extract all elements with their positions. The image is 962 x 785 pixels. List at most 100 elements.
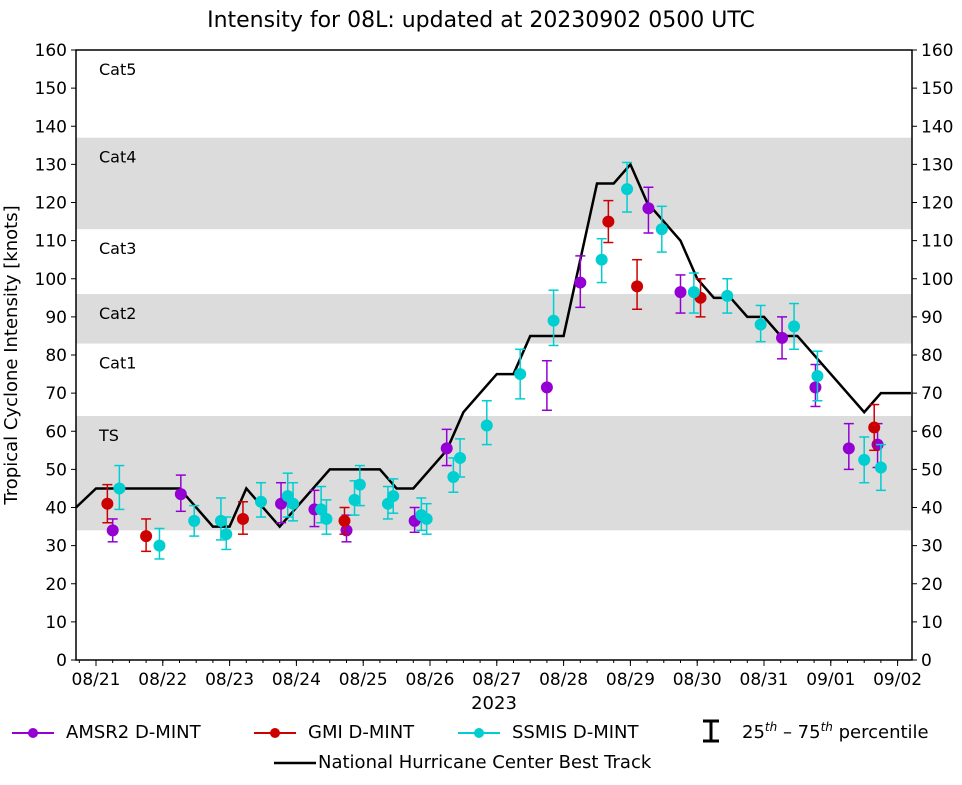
y-tick-label-left: 30 [45,537,67,557]
marker [655,223,668,236]
x-tick-label: 08/29 [606,670,655,690]
data-point-ssmis [287,481,300,522]
y-tick-label-right: 60 [921,422,943,442]
pct-th1: th [764,719,778,734]
marker [874,461,887,474]
data-point-ssmis [621,161,634,213]
y-tick-label-right: 140 [921,117,953,137]
legend-label-gmi: GMI D-MINT [308,722,415,743]
category-bands [76,137,912,531]
marker [842,442,855,455]
marker [811,369,824,382]
legend-marker-ssmis-icon [458,727,500,738]
y-tick-label-right: 120 [921,194,953,214]
marker [106,524,119,537]
marker [101,497,114,510]
y-tick-label-right: 30 [921,537,943,557]
y-tick-label-right: 40 [921,499,943,519]
marker [153,539,166,552]
x-tick-label: 08/22 [138,670,187,690]
y-tick-label-right: 160 [921,41,953,61]
legend-label-best-track: National Hurricane Center Best Track [318,752,652,773]
x-tick-label: 08/26 [406,670,455,690]
band-ts [76,416,912,531]
data-point-ssmis [595,237,608,284]
data-point-ssmis [858,436,871,484]
marker [353,478,366,491]
pct-25: 25 [742,721,765,743]
marker [220,528,233,541]
marker [602,215,615,228]
data-point-ssmis [788,302,801,351]
marker [348,493,361,506]
legend-marker-amsr2-icon [12,727,54,738]
marker [254,495,267,508]
y-tick-label-left: 110 [35,232,67,252]
data-point-ssmis [113,464,126,511]
legend-label-ssmis: SSMIS D-MINT [512,722,639,743]
marker [621,183,634,196]
marker [721,289,734,302]
x-tick-label: 08/25 [339,670,388,690]
marker [315,503,328,516]
y-tick-label-right: 50 [921,460,943,480]
x-tick-label: 08/27 [472,670,521,690]
series-ssmis [113,161,887,560]
y-tick-label-right: 10 [921,613,943,633]
y-tick-label-left: 120 [35,194,67,214]
data-point-gmi [602,199,615,244]
data-points-layer [101,161,887,560]
y-tick-label-right: 130 [921,155,953,175]
x-tick-label: 09/02 [873,670,922,690]
error-bar-icon [703,719,719,743]
marker [858,453,871,466]
y-tick-label-left: 80 [45,346,67,366]
y-tick-label-left: 60 [45,422,67,442]
y-tick-label-left: 0 [56,651,67,671]
data-point-ssmis [315,485,328,524]
marker [440,442,453,455]
data-point-ssmis [420,502,433,535]
marker [287,497,300,510]
marker [140,530,153,543]
x-tick-label: 08/21 [72,670,121,690]
data-point-ssmis [220,516,233,551]
legend-label-amsr2: AMSR2 D-MINT [66,722,201,743]
marker [788,320,801,333]
y-tick-label-left: 150 [35,79,67,99]
marker [754,318,767,331]
band-cat4 [76,137,912,230]
chart-title: Intensity for 08L: updated at 20230902 0… [207,8,755,33]
pct-word: percentile [832,721,929,743]
legend-item-percentile: 25th – 75th percentile [698,718,929,744]
data-point-ssmis [687,272,700,314]
data-point-gmi [338,506,351,535]
data-point-amsr2 [842,422,855,471]
marker [547,314,560,327]
x-axis-label: 2023 [471,693,517,714]
x-tick-label: 08/23 [205,670,254,690]
pct-th2: th [820,719,833,734]
x-tick-label: 08/31 [740,670,789,690]
y-tick-label-left: 50 [45,460,67,480]
category-band-labels: TS Cat1 Cat2 Cat3 Cat4 Cat5 [98,60,136,445]
marker [340,524,353,537]
marker [338,514,351,527]
y-tick-label-right: 110 [921,232,953,252]
data-point-ssmis [188,504,201,537]
data-point-ssmis [387,478,400,514]
y-tick-label-left: 20 [45,575,67,595]
band-label-cat2: Cat2 [99,304,136,323]
marker [447,471,460,483]
data-point-ssmis [153,527,166,560]
data-point-ssmis [874,443,887,492]
y-tick-label-left: 140 [35,117,67,137]
marker [214,514,227,527]
pct-dash: – 75 [777,721,821,743]
x-tick-label: 08/24 [272,670,321,690]
data-point-ssmis [811,350,824,402]
marker [387,490,400,503]
data-point-ssmis [320,499,333,535]
y-tick-label-left: 90 [45,308,67,328]
data-point-ssmis [353,464,366,507]
